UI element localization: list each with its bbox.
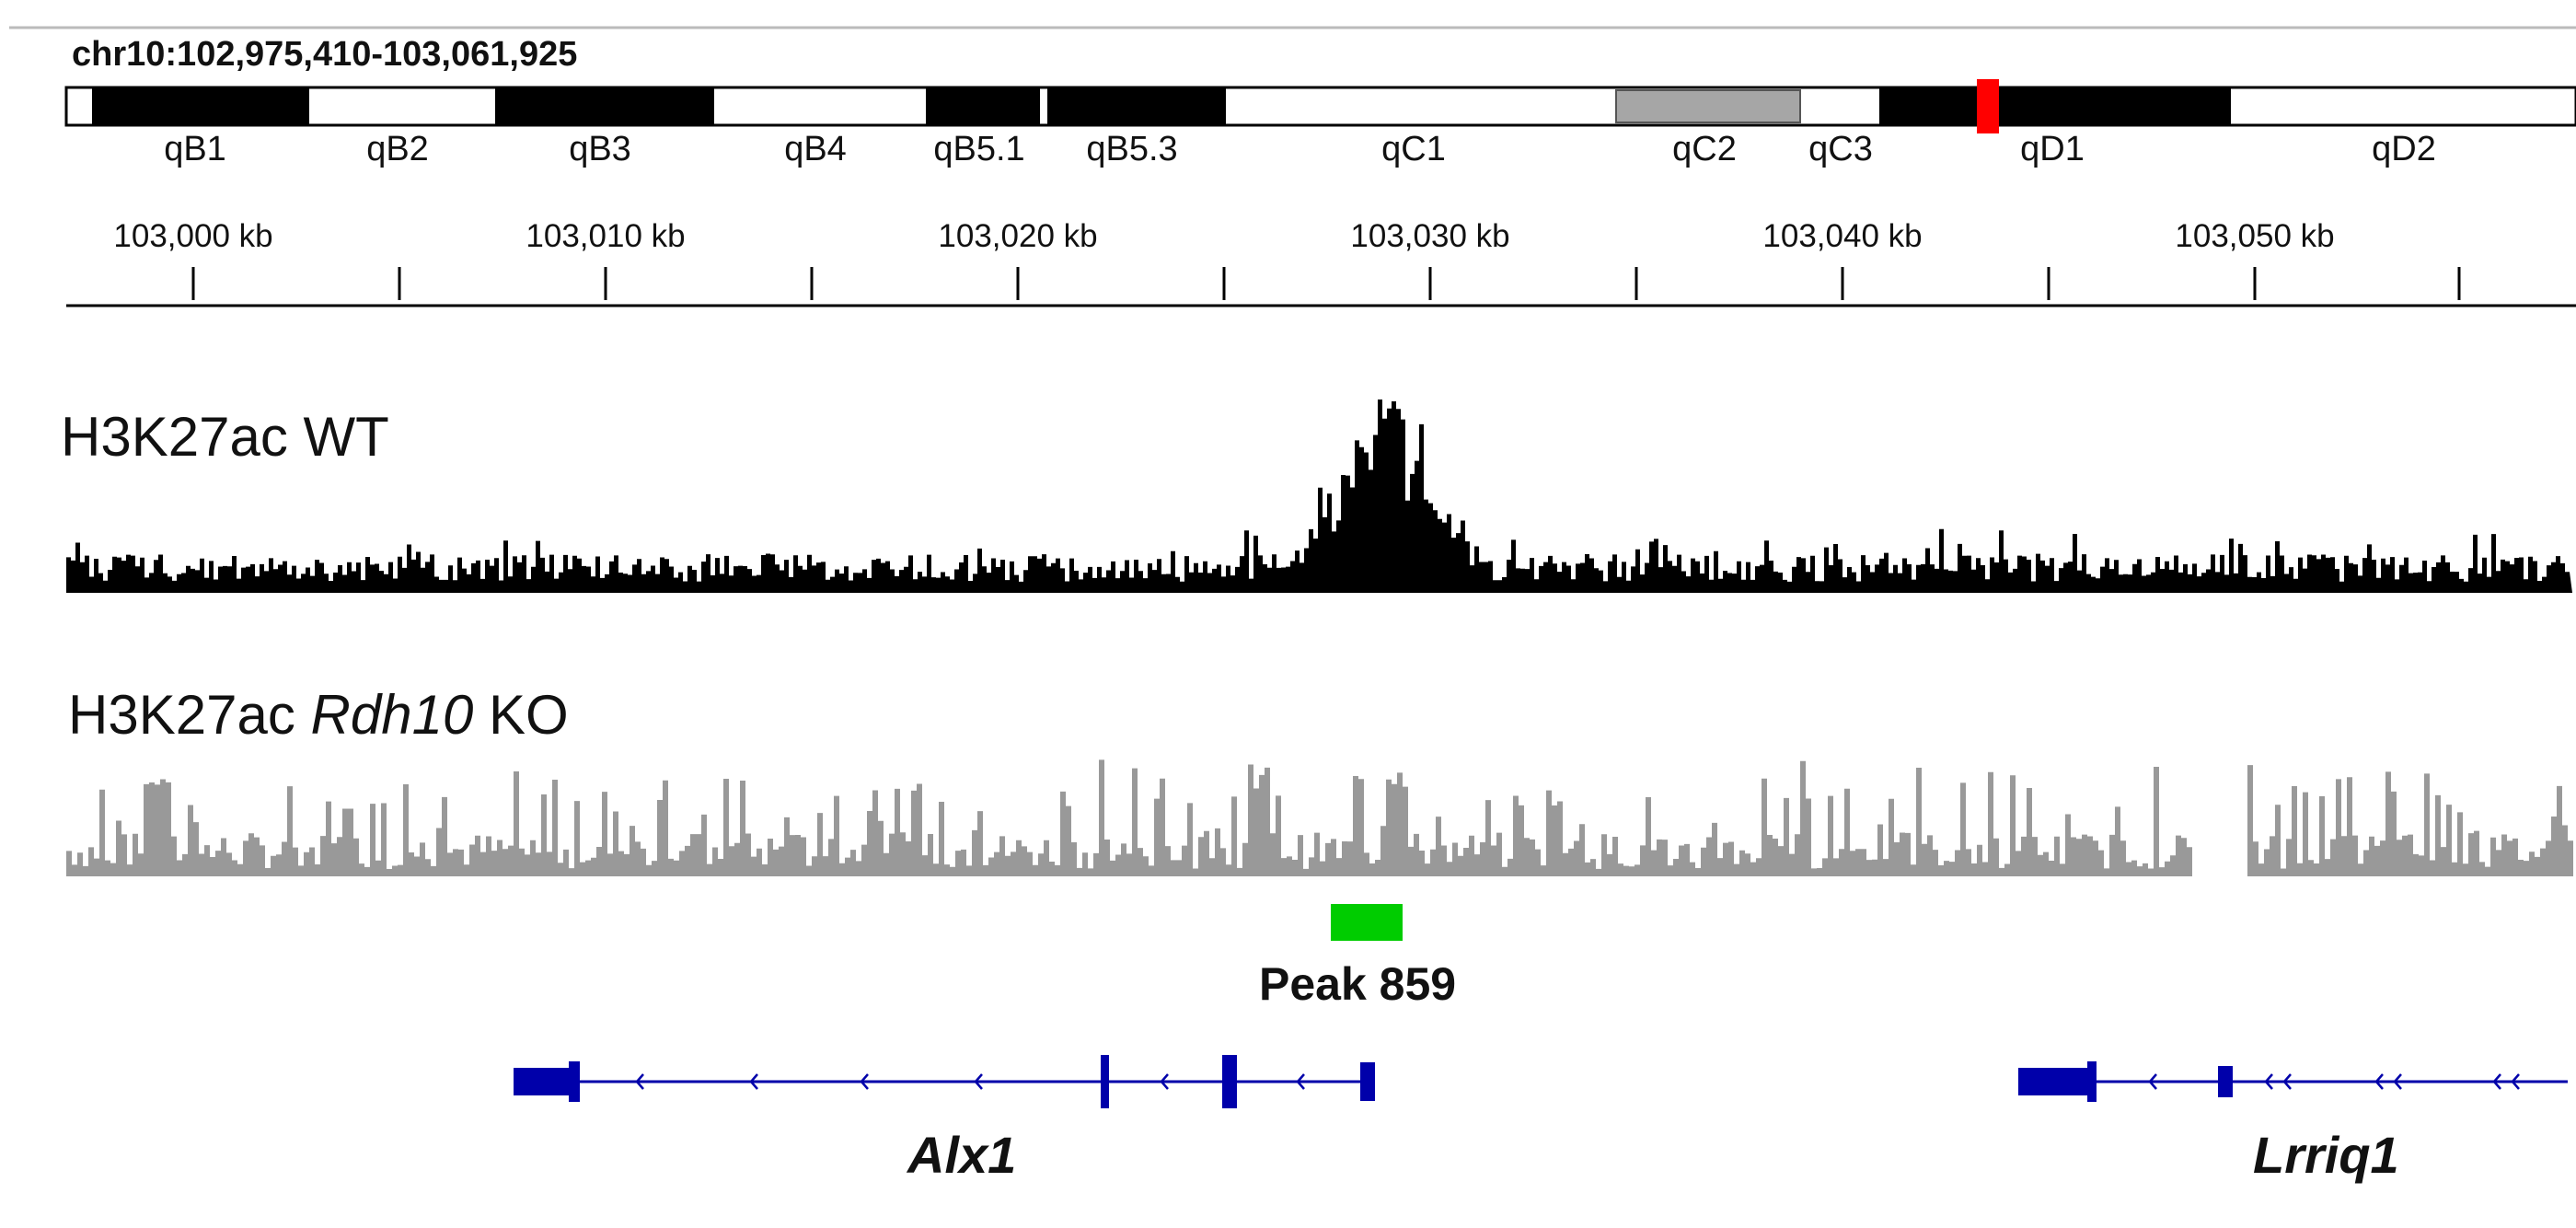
ideogram-band-qB3 <box>495 87 714 125</box>
band-label: qB2 <box>366 130 429 168</box>
peak-859-feature[interactable] <box>1331 904 1403 941</box>
ruler-label: 103,010 kb <box>526 218 685 254</box>
gene-exon <box>2218 1066 2233 1097</box>
ruler-ticks <box>191 267 2461 300</box>
strand-arrow <box>860 1073 869 1090</box>
strand-arrow <box>2148 1073 2157 1090</box>
gene-exon <box>2087 1061 2097 1102</box>
gene-exon <box>514 1068 569 1095</box>
strand-arrow <box>2511 1073 2520 1090</box>
band-label: qC3 <box>1808 130 1873 168</box>
band-label: qB5.1 <box>933 130 1024 168</box>
gene-exon <box>1222 1055 1237 1108</box>
band-label: qB3 <box>569 130 631 168</box>
band-labels: qB1 qB2 qB3 qB4 qB5.1 qB5.3 qC1 qC2 qC3 qD1 qD2 <box>164 130 2436 168</box>
position-ruler[interactable]: 103,000 kb 103,010 kb 103,020 kb 103,030 kb… <box>66 218 2576 307</box>
strand-arrow <box>2492 1073 2501 1090</box>
gene-label-alx1[interactable]: Alx1 <box>907 1126 1017 1184</box>
band-label: qB5.3 <box>1086 130 1177 168</box>
strand-arrow <box>1296 1073 1305 1090</box>
band-label: qB1 <box>164 130 226 168</box>
ruler-label: 103,000 kb <box>113 218 272 254</box>
band-label: qD2 <box>2372 130 2436 168</box>
chromosome-ideogram[interactable]: qB1 qB2 qB3 qB4 qB5.1 qB5.3 qC1 qC2 qC3 qD1 qD2 <box>64 79 2576 168</box>
ideogram-band-qC2 <box>1615 89 1801 123</box>
gene-annotation-track[interactable] <box>514 1055 2568 1108</box>
ruler-label: 103,040 kb <box>1762 218 1922 254</box>
gene-label-lrriq1[interactable]: Lrriq1 <box>2253 1126 2399 1184</box>
ruler-label: 103,020 kb <box>938 218 1097 254</box>
gene-exon <box>1360 1062 1375 1101</box>
ideogram-band-qB1 <box>92 87 309 125</box>
current-view-marker[interactable] <box>1977 79 1999 133</box>
ruler-labels: 103,000 kb 103,010 kb 103,020 kb 103,030 kb… <box>113 218 2334 254</box>
strand-arrow <box>1160 1073 1169 1090</box>
ideogram-band-qB5-3 <box>1047 87 1226 125</box>
ideogram-band-qB5-1 <box>926 87 1040 125</box>
wt-coverage-track[interactable] <box>66 400 2572 593</box>
coverage-signal <box>66 400 2572 593</box>
locus-readout[interactable]: chr10:102,975,410-103,061,925 <box>72 35 578 74</box>
gene-exon <box>1101 1055 1109 1108</box>
strand-arrow <box>749 1073 758 1090</box>
strand-arrow <box>635 1073 644 1090</box>
strand-arrow <box>974 1073 983 1090</box>
ko-title-gene: Rdh10 <box>310 684 474 746</box>
strand-arrow <box>2393 1073 2402 1090</box>
strand-arrow <box>2264 1073 2273 1090</box>
strand-arrow <box>2282 1073 2292 1090</box>
wt-track-title: H3K27ac WT <box>61 406 389 468</box>
strand-arrow <box>2374 1073 2384 1090</box>
gene-model-lrriq1[interactable] <box>2018 1061 2568 1102</box>
band-label: qB4 <box>784 130 847 168</box>
ideogram-band-qD1 <box>1879 87 2231 125</box>
ko-coverage-track[interactable] <box>66 759 2573 876</box>
ruler-label: 103,050 kb <box>2175 218 2334 254</box>
gene-exon <box>569 1061 580 1102</box>
ko-track-title: H3K27ac Rdh10 KO <box>68 683 569 747</box>
ruler-label: 103,030 kb <box>1350 218 1509 254</box>
band-label: qC2 <box>1672 130 1737 168</box>
gene-exon <box>2018 1068 2087 1095</box>
band-label: qC1 <box>1381 130 1446 168</box>
coverage-signal <box>66 759 2573 876</box>
peak-label: Peak 859 <box>1259 958 1457 1010</box>
gene-model-alx1[interactable] <box>514 1055 1375 1108</box>
ko-title-prefix: H3K27ac <box>68 684 311 746</box>
band-label: qD1 <box>2020 130 2085 168</box>
ko-title-suffix: KO <box>473 684 569 746</box>
